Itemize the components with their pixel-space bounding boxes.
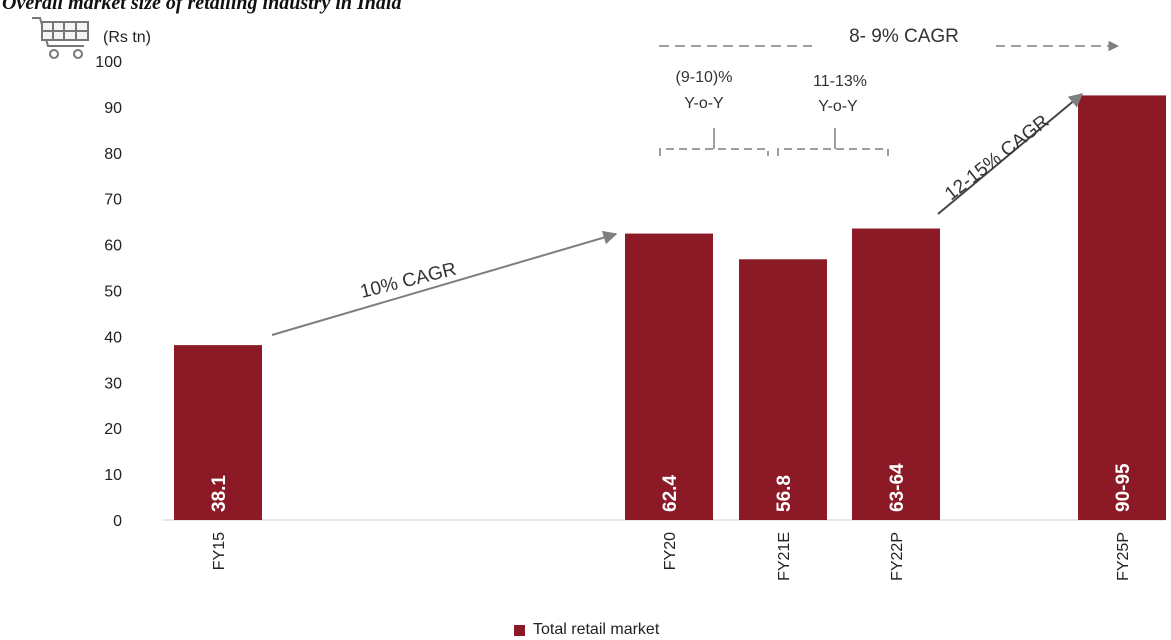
x-axis: FY15 FY20 FY21E FY22P FY25P bbox=[211, 532, 1132, 581]
yoy-fy22-line1: 11-13% bbox=[813, 73, 867, 90]
bar-fy22p bbox=[852, 228, 940, 520]
yoy-bracket-fy21 bbox=[659, 128, 769, 156]
x-tick-label-fy20: FY20 bbox=[662, 532, 679, 570]
bar-fy20 bbox=[625, 233, 713, 521]
y-tick-label: 60 bbox=[104, 238, 122, 255]
y-tick-label: 40 bbox=[104, 329, 122, 346]
legend-label: Total retail market bbox=[533, 621, 660, 638]
shopping-cart-icon bbox=[32, 17, 89, 59]
y-tick-label: 80 bbox=[104, 146, 122, 163]
yoy-bracket-fy22 bbox=[777, 128, 889, 156]
yoy-fy22-line2: Y-o-Y bbox=[818, 98, 858, 115]
data-label-fy21e: 56.8 bbox=[774, 475, 795, 512]
y-tick-label: 0 bbox=[113, 513, 122, 530]
cagr-label-fy20-fy25: 8- 9% CAGR bbox=[849, 26, 959, 47]
legend: Total retail market bbox=[514, 621, 659, 639]
bar-fy15 bbox=[174, 345, 262, 520]
y-tick-label: 10 bbox=[104, 467, 122, 484]
cagr-arrow-fy22-fy25 bbox=[937, 93, 1084, 215]
chart-title: Overall market size of retailing industr… bbox=[2, 0, 402, 14]
cagr-label-fy15-fy20: 10% CAGR bbox=[358, 259, 458, 303]
legend-swatch bbox=[514, 624, 525, 636]
data-label-fy25p: 90-95 bbox=[1113, 463, 1134, 512]
bar-fy21e bbox=[739, 259, 827, 520]
yoy-fy21-line1: (9-10)% bbox=[676, 69, 733, 86]
data-label-fy22p: 63-64 bbox=[887, 463, 908, 512]
y-tick-label: 100 bbox=[95, 54, 122, 71]
data-label-fy20: 62.4 bbox=[660, 475, 681, 512]
x-tick-label-fy15: FY15 bbox=[211, 532, 228, 570]
y-tick-label: 70 bbox=[104, 192, 122, 209]
bars: 38.1 62.4 56.8 63-64 90-95 bbox=[174, 95, 1166, 521]
y-tick-label: 90 bbox=[104, 100, 122, 117]
x-tick-label-fy21e: FY21E bbox=[776, 532, 793, 581]
y-tick-label: 20 bbox=[104, 421, 122, 438]
y-tick-label: 50 bbox=[104, 284, 122, 301]
data-label-fy15: 38.1 bbox=[209, 475, 230, 512]
x-tick-label-fy22p: FY22P bbox=[889, 532, 906, 581]
cagr-arrow-fy15-fy20 bbox=[271, 230, 618, 336]
bar-fy25p bbox=[1078, 95, 1166, 521]
y-unit-label: (Rs tn) bbox=[103, 29, 151, 46]
x-tick-label-fy25p: FY25P bbox=[1115, 532, 1132, 581]
yoy-fy21-line2: Y-o-Y bbox=[684, 95, 724, 112]
y-axis: 0 10 20 30 40 50 60 70 80 90 100 bbox=[95, 54, 122, 530]
y-tick-label: 30 bbox=[104, 375, 122, 392]
cagr-label-fy22-fy25: 12-15% CAGR bbox=[941, 111, 1053, 205]
